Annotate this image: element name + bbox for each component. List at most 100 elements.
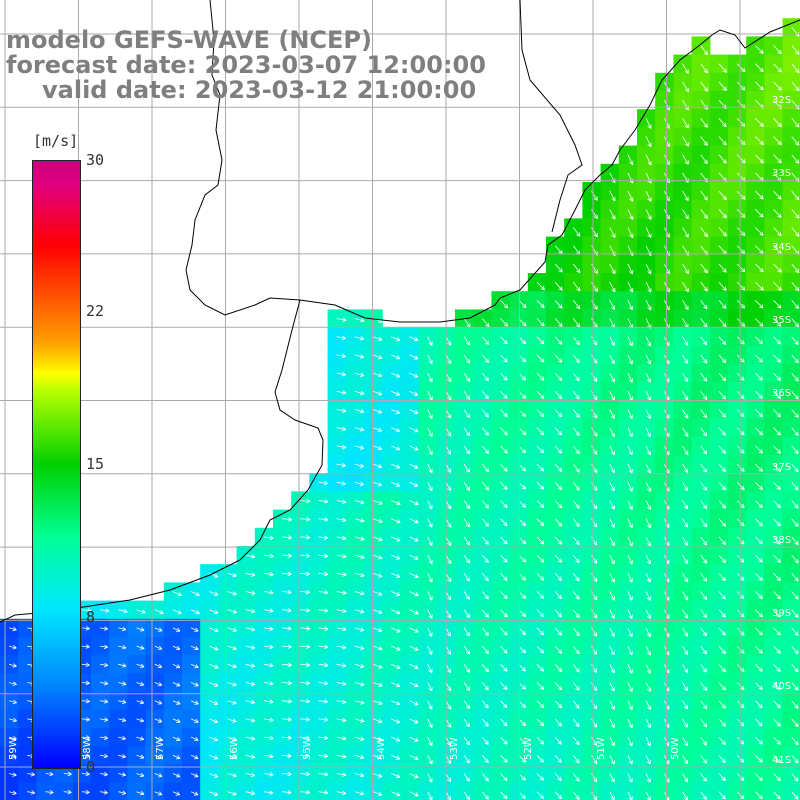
wind-arrow-head (703, 270, 708, 274)
wind-arrow (682, 118, 689, 129)
wind-arrow-head (722, 198, 727, 201)
wind-arrow-head (503, 324, 508, 327)
wind-arrow (791, 336, 799, 345)
wind-arrow-head (794, 324, 799, 328)
wind-arrow (755, 263, 764, 273)
wind-arrow (645, 300, 652, 311)
wind-arrow-head (647, 307, 651, 311)
wind-arrow (591, 227, 598, 238)
wind-arrow (409, 336, 419, 341)
wind-arrow-head (705, 340, 708, 345)
wind-arrow-head (743, 213, 746, 218)
latitude-label: 40S (772, 681, 792, 693)
wind-speed-cell (491, 782, 511, 800)
wind-arrow-head (722, 324, 727, 327)
wind-arrow (609, 354, 615, 364)
wind-arrow-head (342, 353, 346, 357)
wind-arrow-head (428, 361, 433, 365)
wind-arrow (645, 154, 652, 166)
wind-arrow (500, 318, 508, 327)
wind-arrow (791, 209, 800, 219)
wind-arrow (500, 354, 508, 363)
colorbar-units: [m/s] (33, 132, 79, 150)
wind-arrow-head (703, 107, 708, 110)
wind-arrow (682, 354, 689, 364)
wind-arrow (773, 336, 781, 345)
wind-arrow (736, 318, 745, 327)
wind-arrow-head (797, 286, 800, 291)
wind-arrow (755, 45, 764, 54)
wind-speed-cell (691, 782, 711, 800)
wind-arrow-head (794, 306, 799, 309)
wind-speed-cell (127, 782, 147, 800)
wind-arrow-head (706, 177, 708, 182)
wind-arrow-head (776, 324, 782, 327)
wind-speed-cell (527, 782, 547, 800)
wind-arrow-head (795, 270, 800, 274)
wind-arrow (645, 263, 652, 275)
wind-speed-cell (764, 782, 784, 800)
wind-arrow-head (724, 286, 727, 291)
wind-arrow-head (524, 303, 527, 308)
wind-arrow (609, 263, 616, 274)
wind-arrow (755, 118, 764, 127)
colorbar (32, 160, 81, 769)
wind-arrow-head (342, 317, 347, 321)
wind-arrow-head (361, 318, 365, 322)
wind-arrow-head (576, 270, 581, 274)
wind-arrow (500, 300, 509, 309)
wind-arrow (736, 281, 746, 291)
wind-arrow-head (794, 342, 799, 345)
wind-arrow-head (795, 216, 800, 219)
wind-speed-cell (54, 782, 74, 800)
wind-arrow-head (779, 250, 782, 255)
wind-arrow-head (706, 323, 708, 328)
wind-arrow (718, 154, 727, 164)
wind-arrow-head (761, 249, 764, 254)
wind-arrow (481, 318, 490, 328)
wind-arrow (700, 118, 708, 128)
wind-arrow-head (561, 286, 563, 291)
wind-arrow-head (777, 52, 782, 55)
wind-arrow-head (759, 143, 764, 146)
wind-arrow-head (797, 304, 799, 309)
wind-arrow-head (703, 70, 708, 74)
model-title: modelo GEFS-WAVE (NCEP) (6, 26, 372, 54)
wind-arrow (773, 136, 782, 146)
wind-arrow-head (761, 67, 764, 72)
wind-arrow (755, 190, 764, 200)
wind-arrow-head (578, 340, 580, 345)
wind-speed-cell (109, 782, 128, 800)
wind-arrow-head (647, 271, 652, 275)
colorbar-tick-0: 0 (86, 758, 96, 776)
wind-arrow-head (795, 52, 800, 55)
wind-arrow (736, 336, 745, 345)
longitude-label: 52W (522, 737, 534, 760)
wind-arrow (427, 336, 433, 346)
latitude-label: 34S (772, 241, 792, 253)
longitude-label: 55W (302, 737, 313, 760)
wind-arrow (773, 45, 782, 55)
wind-speed-cell (637, 782, 656, 800)
wind-arrow (682, 227, 689, 238)
wind-arrow (682, 63, 689, 74)
wind-arrow-head (684, 71, 689, 74)
wind-arrow-head (722, 216, 727, 219)
wind-arrow-head (703, 289, 708, 292)
wind-arrow-head (506, 304, 509, 309)
wind-arrow-head (342, 319, 347, 322)
wind-speed-cell (36, 782, 56, 800)
wind-arrow (700, 63, 708, 74)
wind-arrow-head (575, 360, 580, 364)
wind-arrow-head (611, 198, 616, 202)
wind-speed-cell (564, 782, 583, 800)
wind-speed-cell (345, 782, 365, 800)
wind-speed-cell (582, 782, 602, 800)
wind-arrow-head (684, 198, 689, 201)
wind-arrow (791, 190, 800, 201)
wind-arrow-head (578, 232, 581, 237)
wind-arrow-head (722, 270, 727, 273)
wind-speed-cell (673, 782, 693, 800)
wind-arrow-head (578, 304, 581, 309)
wind-arrow (682, 281, 689, 293)
